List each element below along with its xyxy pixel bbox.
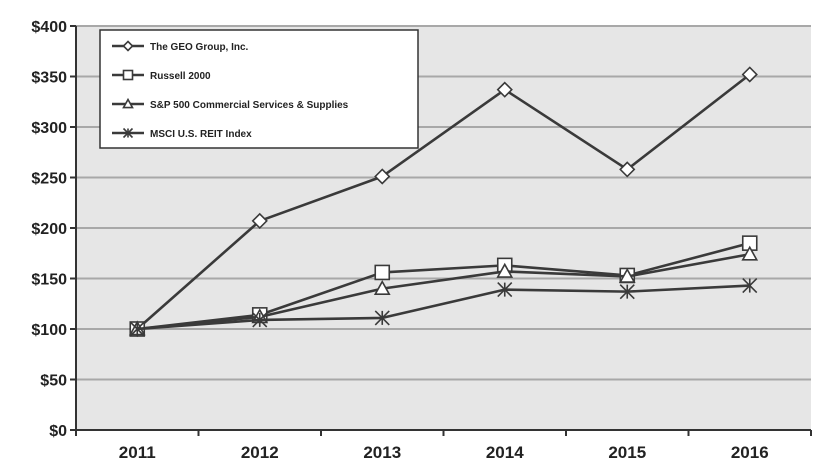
legend-label: S&P 500 Commercial Services & Supplies xyxy=(150,100,349,111)
legend-label: Russell 2000 xyxy=(150,71,211,82)
data-point-triangle xyxy=(741,245,759,261)
series-line xyxy=(137,252,750,331)
legend-item: Russell 2000 xyxy=(112,69,211,82)
x-tick-label: 2014 xyxy=(486,443,524,462)
legend: The GEO Group, Inc. Russell 2000 S&P 500 C… xyxy=(99,29,419,149)
legend-label: MSCI U.S. REIT Index xyxy=(150,129,252,140)
legend-label: The GEO Group, Inc. xyxy=(150,42,249,53)
data-point-triangle xyxy=(373,279,391,296)
data-point-diamond xyxy=(374,168,391,185)
legend-item: MSCI U.S. REIT Index xyxy=(112,127,252,140)
data-point-asterisk xyxy=(619,284,635,300)
data-point-diamond xyxy=(496,81,513,98)
y-tick-label: $150 xyxy=(31,272,67,289)
data-point-asterisk xyxy=(252,312,268,328)
x-tick-label: 2011 xyxy=(119,443,156,462)
y-tick-label: $50 xyxy=(40,373,67,390)
x-tick-label: 2016 xyxy=(731,443,769,462)
data-point-diamond xyxy=(741,66,758,83)
data-point-diamond xyxy=(619,161,636,178)
y-tick-label: $100 xyxy=(31,322,67,339)
x-tick-label: 2012 xyxy=(241,443,279,462)
y-tick-label: $250 xyxy=(31,171,67,188)
legend-item: The GEO Group, Inc. xyxy=(112,40,249,53)
y-tick-label: $200 xyxy=(31,221,67,238)
x-tick-label: 2013 xyxy=(363,443,401,462)
y-tick-label: $0 xyxy=(49,423,67,440)
x-tick-label: 2015 xyxy=(608,443,646,462)
data-point-diamond xyxy=(251,212,268,230)
legend-marker xyxy=(122,69,134,81)
series-line xyxy=(137,284,750,331)
data-point-asterisk xyxy=(497,282,513,298)
data-point-asterisk xyxy=(374,310,390,326)
x-axis-ticks: 2011 2012 2013 2014 2015 2016 xyxy=(75,430,812,462)
data-point-asterisk xyxy=(129,321,145,337)
data-point-triangle xyxy=(618,267,636,283)
legend-marker xyxy=(122,97,134,109)
legend-item: S&P 500 Commercial Services & Supplies xyxy=(112,97,349,111)
data-point-triangle xyxy=(496,262,514,278)
series-line xyxy=(137,241,751,331)
legend-marker xyxy=(122,127,134,139)
data-point-asterisk xyxy=(742,278,758,294)
series-4 xyxy=(129,278,758,337)
series-line xyxy=(136,73,751,330)
legend-marker xyxy=(122,40,134,52)
y-tick-label: $300 xyxy=(31,120,67,137)
y-axis-ticks: $0 $50 $100 $150 $200 $250 $300 $350 $400 xyxy=(31,19,76,440)
series-group xyxy=(128,66,759,338)
y-tick-label: $400 xyxy=(31,19,67,36)
data-point-square xyxy=(374,264,391,281)
y-tick-label: $350 xyxy=(31,70,67,87)
legend-box xyxy=(99,29,419,149)
gridlines xyxy=(76,25,811,381)
